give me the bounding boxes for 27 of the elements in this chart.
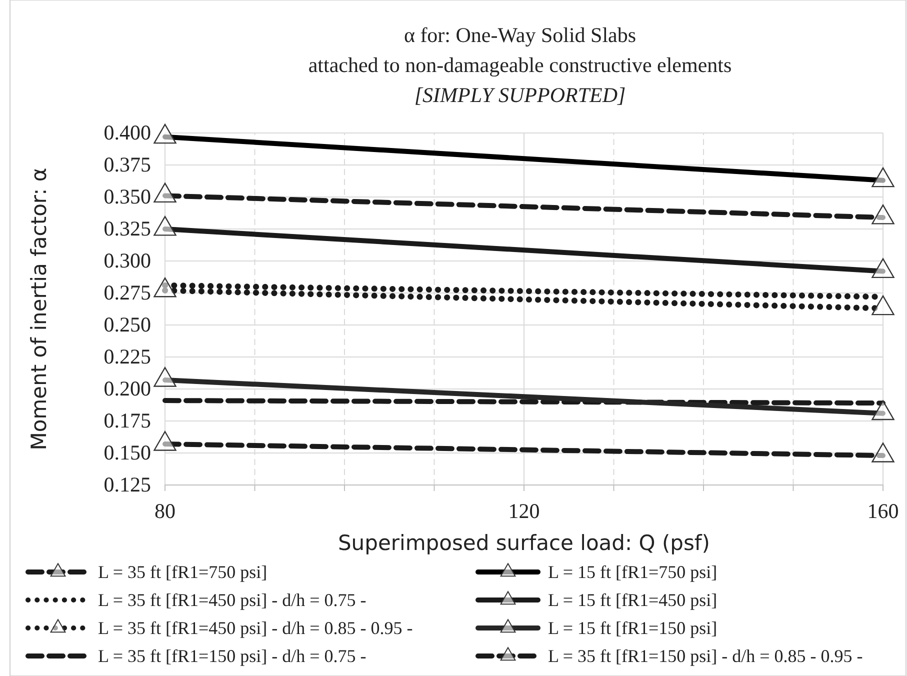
y-tick-label: 0.275 [104,280,151,305]
y-tick-label: 0.200 [104,376,151,401]
x-axis-title: Superimposed surface load: Q (psf) [338,531,710,555]
legend-label: L = 35 ft [fR1=150 psi] - d/h = 0.85 - 0.95 - [548,646,863,666]
y-tick-label: 0.400 [104,120,151,145]
x-tick-label: 160 [867,498,899,523]
x-tick-label: 120 [508,498,540,523]
legend-label: L = 15 ft [fR1=450 psi] [548,590,718,610]
x-tick-label: 80 [154,498,176,523]
legend-label: L = 15 ft [fR1=150 psi] [548,618,718,638]
y-axis-title: Moment of inertia factor: α [27,168,51,450]
y-tick-label: 0.325 [104,216,151,241]
y-tick-label: 0.300 [104,248,151,273]
legend-label: L = 35 ft [fR1=450 psi] - d/h = 0.75 - [98,590,366,610]
y-tick-label: 0.150 [104,440,151,465]
legend-label: L = 35 ft [fR1=450 psi] - d/h = 0.85 - 0.95 - [98,618,413,638]
legend-label: L = 15 ft [fR1=750 psi] [548,562,718,582]
y-tick-label: 0.175 [104,408,151,433]
legend-label: L = 35 ft [fR1=150 psi] - d/h = 0.75 - [98,646,366,666]
y-tick-label: 0.250 [104,312,151,337]
y-tick-label: 0.350 [104,184,151,209]
chart-subtitle: [SIMPLY SUPPORTED] [414,83,626,107]
y-tick-label: 0.375 [104,152,151,177]
y-tick-label: 0.225 [104,344,151,369]
chart-title: α for: One-Way Solid Slabs attached to non-damageable constructive elements [308,23,732,77]
legend-label: L = 35 ft [fR1=750 psi] [98,562,268,582]
y-tick-label: 0.125 [104,472,151,497]
